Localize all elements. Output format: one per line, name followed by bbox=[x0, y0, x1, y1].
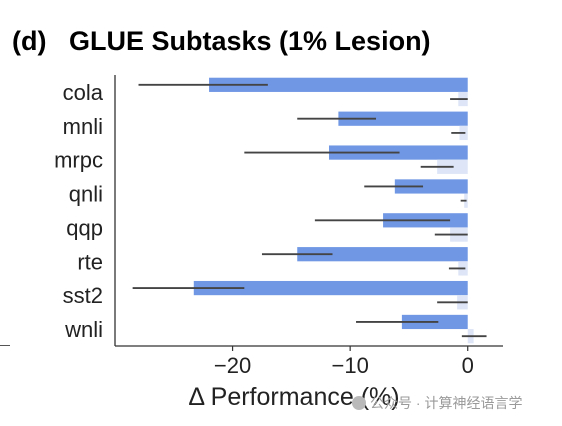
bar-cola-series-1 bbox=[209, 77, 468, 92]
chart-title: (d) GLUE Subtasks (1% Lesion) bbox=[12, 26, 431, 56]
bar-qnli-series-1 bbox=[394, 179, 468, 194]
y-tick-label-rte: rte bbox=[77, 249, 103, 274]
y-tick-label-cola: cola bbox=[63, 80, 104, 105]
y-tick-label-mnli: mnli bbox=[63, 114, 103, 139]
x-tick-label-0: −20 bbox=[214, 353, 251, 378]
y-tick-label-mrpc: mrpc bbox=[54, 148, 103, 173]
stray-axis-tick bbox=[0, 345, 10, 346]
y-tick-label-qnli: qnli bbox=[69, 182, 103, 207]
y-tick-label-sst2: sst2 bbox=[63, 283, 103, 308]
bar-rte-series-1 bbox=[297, 247, 468, 262]
y-tick-label-qqp: qqp bbox=[66, 215, 103, 240]
x-tick-label-2: 0 bbox=[462, 353, 474, 378]
y-tick-label-wnli: wnli bbox=[64, 317, 103, 342]
bar-sst2-series-1 bbox=[193, 280, 468, 296]
wechat-icon bbox=[352, 396, 366, 410]
bar-mnli-series-1 bbox=[338, 111, 468, 126]
x-tick-label-1: −10 bbox=[331, 353, 368, 378]
watermark-text: 公众号 · 计算神经语言学 bbox=[370, 395, 523, 411]
watermark: 公众号 · 计算神经语言学 bbox=[352, 393, 522, 413]
